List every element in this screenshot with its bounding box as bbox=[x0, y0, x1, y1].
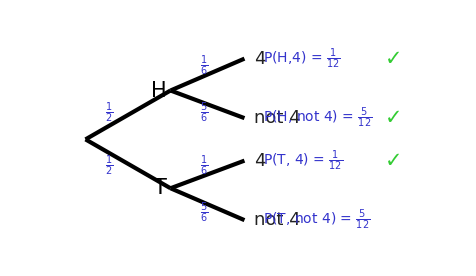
Text: $\frac{1}{2}$: $\frac{1}{2}$ bbox=[105, 101, 113, 125]
Text: ✓: ✓ bbox=[384, 49, 402, 69]
Text: 4: 4 bbox=[253, 152, 265, 170]
Text: $\frac{1}{6}$: $\frac{1}{6}$ bbox=[199, 54, 208, 78]
Text: not 4: not 4 bbox=[253, 109, 300, 127]
Text: P(T, not 4) = $\frac{5}{12}$: P(T, not 4) = $\frac{5}{12}$ bbox=[262, 208, 369, 232]
Text: 4: 4 bbox=[253, 50, 265, 68]
Text: H: H bbox=[151, 81, 167, 100]
Text: ✓: ✓ bbox=[384, 151, 402, 171]
Text: P(T, 4) = $\frac{1}{12}$: P(T, 4) = $\frac{1}{12}$ bbox=[262, 148, 342, 173]
Text: $\frac{1}{6}$: $\frac{1}{6}$ bbox=[199, 154, 208, 178]
Text: P(H,4) = $\frac{1}{12}$: P(H,4) = $\frac{1}{12}$ bbox=[262, 46, 340, 71]
Text: not 4: not 4 bbox=[253, 211, 300, 229]
Text: $\frac{5}{6}$: $\frac{5}{6}$ bbox=[199, 201, 208, 225]
Text: $\frac{5}{6}$: $\frac{5}{6}$ bbox=[199, 101, 208, 125]
Text: $\frac{1}{2}$: $\frac{1}{2}$ bbox=[105, 154, 113, 178]
Text: T: T bbox=[154, 178, 167, 198]
Text: ✓: ✓ bbox=[384, 108, 402, 128]
Text: P(H, not 4) = $\frac{5}{12}$: P(H, not 4) = $\frac{5}{12}$ bbox=[262, 106, 371, 130]
